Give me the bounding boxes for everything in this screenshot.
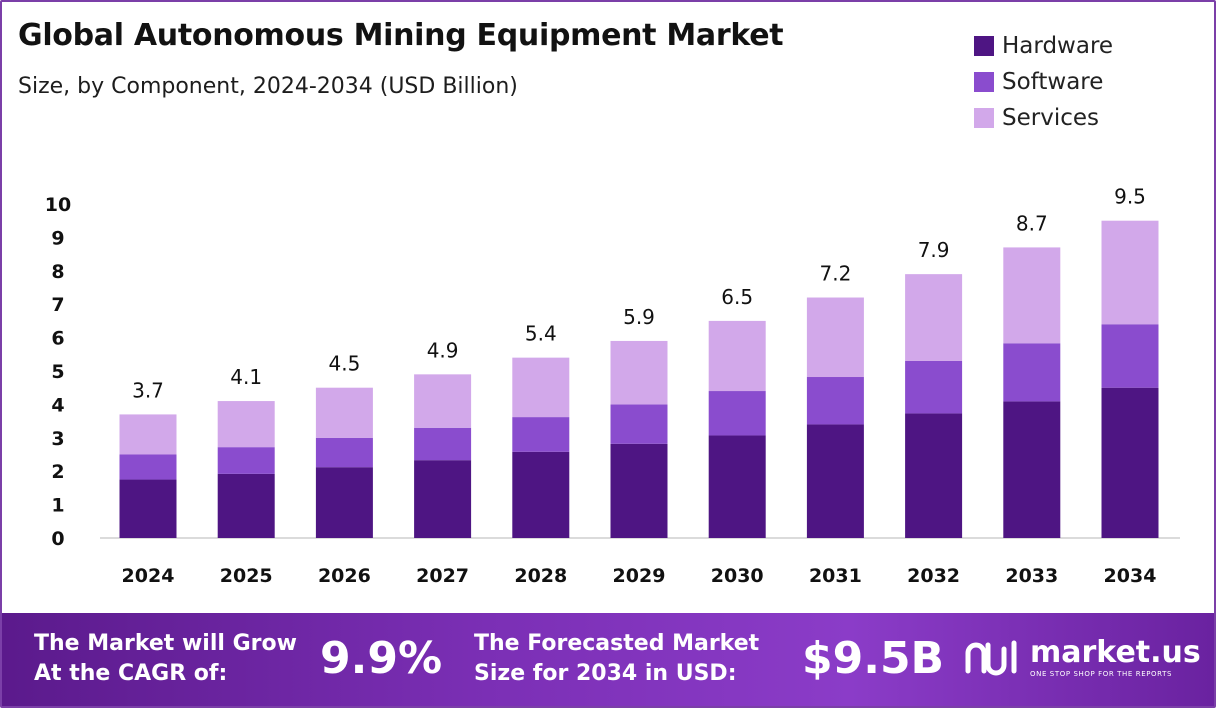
- x-tick-label-2031: 2031: [809, 565, 862, 587]
- legend-label-software: Software: [1002, 69, 1104, 95]
- total-label-2031: 7.2: [819, 262, 851, 286]
- bar-hardware-2030: [708, 435, 766, 538]
- cagr-value: 9.9%: [320, 633, 443, 684]
- bar-hardware-2027: [414, 460, 472, 538]
- legend-item-services: Services: [974, 100, 1113, 136]
- total-label-2029: 5.9: [623, 305, 655, 329]
- market-us-logo-icon: [965, 640, 1017, 676]
- x-tick-label-2030: 2030: [711, 565, 764, 587]
- x-tick-label-2029: 2029: [613, 565, 666, 587]
- bar-hardware-2026: [315, 467, 373, 538]
- y-tick-label: 10: [45, 194, 71, 216]
- x-tick-label-2033: 2033: [1005, 565, 1058, 587]
- x-tick-label-2027: 2027: [416, 565, 469, 587]
- legend-swatch-hardware: [974, 36, 994, 56]
- total-label-2034: 9.5: [1114, 185, 1146, 209]
- x-tick-label-2032: 2032: [907, 565, 960, 587]
- bar-software-2024: [119, 454, 177, 480]
- legend-swatch-software: [974, 72, 994, 92]
- legend-item-software: Software: [974, 64, 1113, 100]
- forecast-label-line1: The Forecasted Market: [474, 631, 760, 656]
- chart-title: Global Autonomous Mining Equipment Marke…: [18, 18, 784, 53]
- bar-software-2032: [905, 360, 963, 414]
- y-tick-label: 5: [51, 361, 64, 383]
- bar-software-2034: [1101, 324, 1159, 388]
- x-tick-label-2025: 2025: [220, 565, 273, 587]
- bar-services-2033: [1003, 247, 1061, 344]
- brand-tagline: ONE STOP SHOP FOR THE REPORTS: [1030, 670, 1173, 678]
- bar-services-2025: [217, 401, 275, 448]
- bar-services-2030: [708, 320, 766, 392]
- total-label-2026: 4.5: [328, 352, 360, 376]
- legend-label-hardware: Hardware: [1002, 33, 1114, 59]
- bar-software-2031: [806, 377, 864, 425]
- cagr-label-line1: The Market will Grow: [34, 631, 297, 656]
- y-tick-label: 0: [51, 528, 64, 550]
- legend: Hardware Software Services: [974, 28, 1113, 136]
- bar-services-2034: [1101, 220, 1159, 325]
- brand-name: market.us: [1030, 635, 1201, 670]
- bar-services-2026: [315, 387, 373, 438]
- bar-hardware-2034: [1101, 387, 1159, 538]
- bar-software-2030: [708, 391, 766, 436]
- y-tick-label: 2: [51, 461, 64, 483]
- stacked-bar-chart: 0 1 2 3 4 5 6 7 8 9 10 3.7 2024 4.1 2025 4.5 2026 4.9 2027…: [45, 185, 1180, 587]
- bar-software-2028: [512, 417, 570, 452]
- forecast-value: $9.5B: [802, 633, 945, 684]
- bar-services-2028: [512, 357, 570, 418]
- bar-software-2027: [414, 427, 472, 461]
- bar-services-2029: [610, 340, 668, 405]
- bar-services-2027: [414, 374, 472, 428]
- total-label-2032: 7.9: [918, 238, 950, 262]
- bar-software-2026: [315, 437, 373, 468]
- bar-hardware-2033: [1003, 401, 1061, 538]
- y-tick-label: 6: [51, 328, 64, 350]
- chart-subtitle: Size, by Component, 2024-2034 (USD Billi…: [18, 74, 518, 99]
- bar-services-2031: [806, 297, 864, 378]
- bar-hardware-2028: [512, 451, 570, 538]
- total-label-2028: 5.4: [525, 322, 557, 346]
- bar-hardware-2024: [119, 479, 177, 538]
- bar-services-2032: [905, 274, 963, 361]
- bar-software-2025: [217, 447, 275, 474]
- x-tick-label-2034: 2034: [1104, 565, 1157, 587]
- cagr-label-line2: At the CAGR of:: [34, 661, 228, 686]
- bar-services-2024: [119, 414, 177, 455]
- y-tick-label: 8: [51, 261, 64, 283]
- y-tick-label: 7: [51, 294, 64, 316]
- legend-label-services: Services: [1002, 105, 1099, 131]
- bar-hardware-2029: [610, 443, 668, 538]
- x-tick-label-2028: 2028: [514, 565, 567, 587]
- brand-logo-block: market.us ONE STOP SHOP FOR THE REPORTS: [964, 637, 1201, 678]
- y-tick-label: 4: [51, 394, 64, 416]
- y-tick-label: 3: [51, 428, 64, 450]
- y-tick-label: 9: [51, 227, 64, 249]
- total-label-2030: 6.5: [721, 285, 753, 309]
- bar-hardware-2032: [905, 413, 963, 538]
- forecast-label-line2: Size for 2034 in USD:: [474, 661, 737, 686]
- legend-swatch-services: [974, 108, 994, 128]
- bar-software-2029: [610, 404, 668, 444]
- total-label-2025: 4.1: [230, 365, 262, 389]
- footer-banner: The Market will Grow At the CAGR of: 9.9…: [2, 613, 1214, 706]
- total-label-2033: 8.7: [1016, 211, 1048, 235]
- bar-hardware-2031: [806, 424, 864, 538]
- y-tick-label: 1: [51, 495, 64, 517]
- bar-hardware-2025: [217, 473, 275, 538]
- legend-item-hardware: Hardware: [974, 28, 1113, 64]
- x-tick-label-2026: 2026: [318, 565, 371, 587]
- bar-software-2033: [1003, 343, 1061, 402]
- x-tick-label-2024: 2024: [122, 565, 175, 587]
- total-label-2027: 4.9: [427, 338, 459, 362]
- total-label-2024: 3.7: [132, 378, 164, 402]
